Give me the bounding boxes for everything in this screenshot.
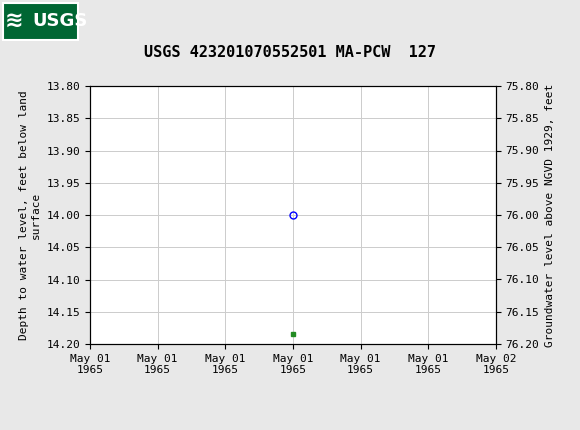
Text: USGS 423201070552501 MA-PCW  127: USGS 423201070552501 MA-PCW 127 [144,45,436,60]
Text: ≋: ≋ [5,11,23,31]
Y-axis label: Groundwater level above NGVD 1929, feet: Groundwater level above NGVD 1929, feet [545,83,555,347]
Text: USGS: USGS [32,12,87,30]
Y-axis label: Depth to water level, feet below land
surface: Depth to water level, feet below land su… [19,90,41,340]
FancyBboxPatch shape [3,3,78,40]
